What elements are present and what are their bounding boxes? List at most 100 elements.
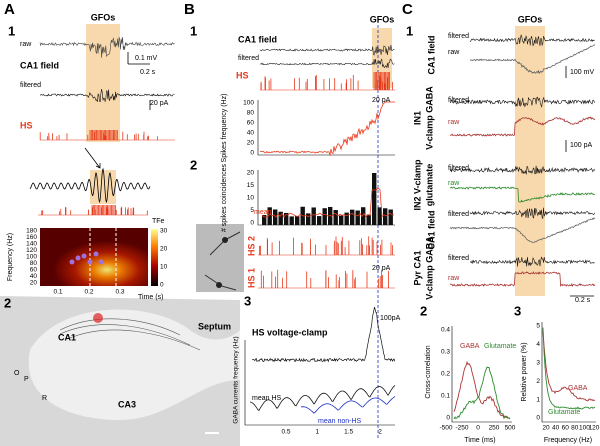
tick-label: 160 [26, 234, 37, 241]
tick-label: 20 [160, 246, 168, 253]
row-label: V-clamp GABA [424, 86, 434, 150]
tick-label: 0 [250, 150, 254, 157]
tick-label: -250 [455, 425, 468, 432]
bar [333, 210, 338, 225]
tick-label: 0.3 [441, 349, 450, 356]
trace [29, 167, 151, 204]
panel-label: A [4, 1, 15, 18]
tick-label: 40 [247, 130, 255, 137]
label: HS [20, 120, 33, 130]
label: raw [448, 49, 460, 56]
row-label: Pyr CA1 [412, 250, 422, 285]
hippocampus [28, 309, 240, 420]
panel-label: B [184, 1, 195, 18]
tick-label: 0 [160, 282, 164, 289]
axis-label: Cross-correlation [425, 345, 432, 398]
axis-label: Frequency (Hz) [7, 233, 14, 281]
label: mean HS [252, 395, 282, 402]
label: filtered [448, 255, 469, 262]
scale-label: 100 pA [570, 142, 593, 149]
peaks [69, 251, 104, 265]
trace [542, 330, 596, 402]
tick-label: 250 [489, 425, 500, 432]
label: filtered [238, 55, 259, 62]
axis-label: GABA currents frequency (Hz) [233, 336, 240, 423]
axis [257, 100, 395, 156]
label: HS 1 [246, 268, 256, 288]
label: GFOs [370, 14, 395, 24]
row-label: CA1 field [426, 35, 436, 74]
trace [450, 271, 596, 287]
bar [284, 212, 289, 225]
bar [322, 208, 327, 225]
trace [453, 366, 511, 420]
neuron [204, 231, 241, 291]
row-label: glutamate [424, 164, 434, 207]
trace [469, 44, 595, 75]
tick-label: 2 [378, 429, 382, 436]
trace [39, 89, 175, 103]
tick-label: 60 [562, 425, 570, 432]
scale-label: 100pA [380, 315, 401, 322]
scale-label: 0.2 s [140, 69, 156, 76]
row-label: IN2 V-clamp [412, 159, 422, 211]
spikes [39, 130, 158, 140]
panel-label: C [402, 1, 413, 18]
tick-label: 40 [30, 273, 38, 280]
scale-bar [565, 66, 594, 297]
trace [39, 36, 175, 58]
tick-label: 140 [26, 241, 37, 248]
bar [267, 207, 272, 225]
label: filtered [448, 97, 469, 104]
bar [383, 208, 388, 225]
tick-label: 60 [247, 120, 255, 127]
bar [289, 216, 294, 225]
tick-label: 0 [446, 415, 450, 422]
bar [377, 207, 382, 225]
legend-label: GABA [568, 385, 588, 392]
bar [388, 209, 393, 225]
bar [366, 214, 371, 225]
tick-label: 0.4 [441, 327, 450, 334]
scale-label: 0.2 s [575, 297, 591, 304]
axis-label: Relative power (%) [521, 342, 528, 401]
tick-label: 1 [536, 396, 540, 403]
trace [259, 45, 395, 56]
bar [350, 209, 355, 225]
label: HS 2 [246, 236, 256, 256]
bar [311, 207, 316, 225]
region-label: CA1 [58, 332, 76, 342]
tick-label: 3 [536, 360, 540, 367]
bar [361, 207, 366, 225]
tick-label: 0.1 [53, 289, 62, 296]
subpanel-label: 1 [406, 23, 413, 38]
bar [295, 216, 300, 225]
bar [339, 215, 344, 225]
scale-label: 20 pA [372, 265, 391, 272]
tick-label: 120 [589, 425, 600, 432]
bar [328, 206, 333, 225]
spectrogram-power [40, 228, 148, 286]
scale-label: 0.1 mV [135, 55, 158, 62]
trace [251, 307, 396, 363]
trace [449, 186, 595, 203]
axis [257, 170, 395, 226]
axis [451, 326, 512, 423]
spikes [260, 269, 389, 288]
legend-label: Glutamate [484, 343, 516, 350]
label: mean [254, 209, 272, 216]
subpanel-label: 2 [190, 157, 197, 172]
subpanel-label: 1 [190, 23, 197, 38]
tick-label: 10 [247, 195, 255, 202]
trace [449, 217, 596, 244]
trace [259, 101, 395, 157]
tick-label: 0.3 [115, 289, 124, 296]
colorbar-label: TFe [152, 218, 165, 225]
trace [469, 207, 595, 220]
tick-label: 15 [247, 182, 255, 189]
spikes [260, 72, 393, 90]
axis-label: Spikes frequency (Hz) [221, 94, 228, 163]
legend-label: Glutamate [548, 409, 580, 416]
label: filtered [448, 211, 469, 218]
row-label: CA1 field [426, 210, 436, 249]
